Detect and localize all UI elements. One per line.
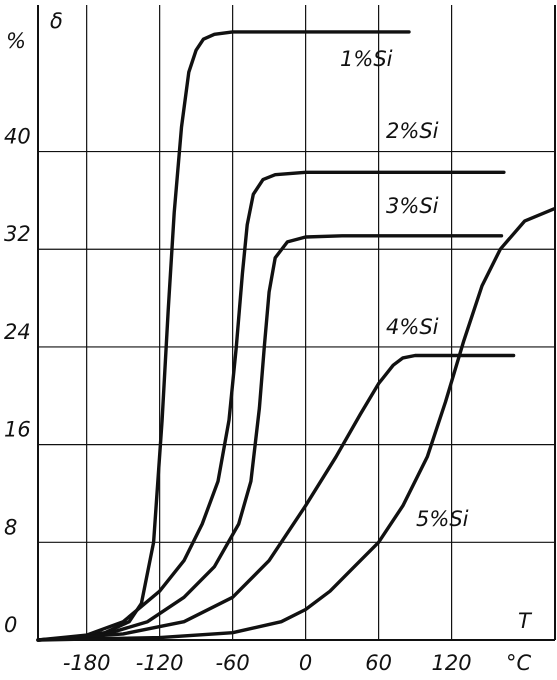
x-tick-label: 0: [299, 651, 312, 675]
line-series: [36, 170, 506, 642]
y-tick-label: 40: [4, 125, 31, 149]
y-tick-label: 32: [4, 222, 31, 246]
x-tick-label: -180: [63, 651, 111, 675]
series-label: 1%Si: [340, 47, 393, 71]
x-tick-label: 120: [432, 651, 472, 675]
y-tick-label: 8: [4, 515, 17, 539]
y-tick-label: 0: [4, 613, 17, 637]
series-label: 4%Si: [386, 315, 439, 339]
line-series: [36, 207, 556, 642]
y-tick-label: 16: [4, 418, 31, 442]
series-label: 2%Si: [386, 119, 439, 143]
x-axis-label: T: [518, 609, 533, 633]
line-series: [36, 30, 411, 642]
line-series: [36, 234, 504, 642]
x-tick-label: -120: [136, 651, 184, 675]
y-unit: %: [6, 29, 26, 53]
y-tick-label: 24: [4, 320, 31, 344]
x-unit: °C: [506, 651, 532, 675]
line-series: [36, 353, 516, 642]
x-tick-label: -60: [215, 651, 249, 675]
y-axis-label: δ: [50, 9, 63, 33]
x-tick-label: 60: [365, 651, 392, 675]
series-label: 3%Si: [386, 194, 439, 218]
series-label: 5%Si: [416, 507, 469, 531]
